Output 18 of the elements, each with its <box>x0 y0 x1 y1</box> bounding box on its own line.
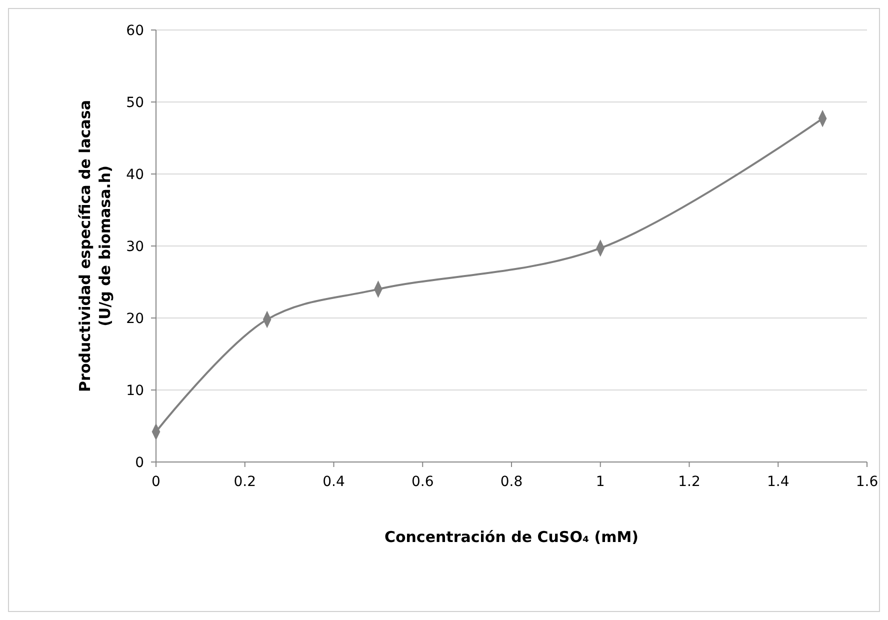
x-tick-label: 1.6 <box>856 474 878 490</box>
x-tick-label: 1 <box>596 474 605 490</box>
y-tick-label: 30 <box>126 239 144 255</box>
x-axis-title: Concentración de CuSO₄ (mM) <box>384 528 639 546</box>
y-tick-label: 40 <box>126 167 144 183</box>
x-tick-label: 0.8 <box>500 474 523 490</box>
y-tick-label: 50 <box>126 95 144 111</box>
x-tick-label: 0.4 <box>322 474 345 490</box>
y-tick-label: 60 <box>126 23 144 39</box>
x-tick-label: 0.2 <box>234 474 256 490</box>
y-tick-label: 0 <box>135 455 144 471</box>
x-tick-label: 0.6 <box>411 474 434 490</box>
y-tick-label: 20 <box>126 311 144 327</box>
x-tick-label: 1.4 <box>766 474 790 490</box>
x-tick-label: 0 <box>152 474 160 490</box>
y-tick-label: 10 <box>126 383 144 399</box>
x-tick-label: 1.2 <box>678 474 700 490</box>
y-axis-title: Productividad específica de lacasa (U/g de biomasa.h) <box>76 100 114 392</box>
